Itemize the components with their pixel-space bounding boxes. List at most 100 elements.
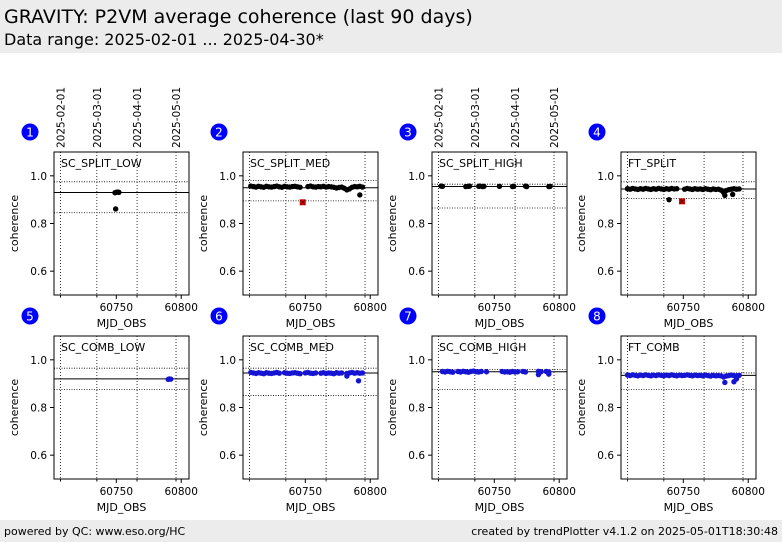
y-tick-label: 0.6 <box>30 450 47 462</box>
data-point <box>546 371 552 377</box>
data-point <box>357 192 363 198</box>
y-tick-label: 1.0 <box>219 355 236 367</box>
panel-label: FT_SPLIT <box>628 157 676 170</box>
panel-label: SC_COMB_LOW <box>61 341 145 354</box>
footer-powered-by: powered by QC: www.eso.org/HC <box>4 525 186 538</box>
y-tick-label: 0.8 <box>219 403 236 415</box>
chart-panel-7: 0.6 0.8 1.0 60750 60800 MJD_OBS coherence SC_CO… <box>386 307 576 514</box>
y-axis-label: coherence <box>575 195 588 253</box>
panel-number: 1 <box>26 126 34 140</box>
data-point <box>466 183 473 189</box>
panel-number-badge <box>21 307 39 325</box>
plot-frame <box>242 151 379 296</box>
date-tick-label: 2025-02-01 <box>433 87 445 148</box>
y-tick-label: 0.6 <box>408 450 425 462</box>
data-point <box>547 183 553 190</box>
panel-number: 8 <box>593 310 601 324</box>
data-point <box>524 183 530 190</box>
plot-frame <box>53 151 190 296</box>
x-tick-label: 60750 <box>100 302 133 314</box>
data-point <box>276 370 283 376</box>
data-point <box>535 371 542 378</box>
x-tick-label: 60750 <box>667 486 700 498</box>
y-tick-label: 1.0 <box>30 355 47 367</box>
panel-number: 4 <box>593 126 601 140</box>
y-tick-label: 1.0 <box>30 171 47 183</box>
data-point <box>344 373 350 379</box>
y-tick-label: 1.0 <box>219 171 236 183</box>
data-point <box>297 184 303 190</box>
panel-label: SC_SPLIT_HIGH <box>439 157 523 170</box>
x-tick-label: 60800 <box>732 486 765 498</box>
x-tick-label: 60750 <box>667 302 700 314</box>
x-tick-label: 60750 <box>478 486 511 498</box>
x-tick-label: 60800 <box>354 302 387 314</box>
x-axis-label: MJD_OBS <box>664 501 714 514</box>
y-tick-label: 0.6 <box>597 266 614 278</box>
panel-number: 3 <box>404 126 412 140</box>
y-tick-label: 0.6 <box>408 266 425 278</box>
date-tick-label: 2025-04-01 <box>510 87 522 148</box>
panel-number: 7 <box>404 310 412 324</box>
chart-panel-6: 0.6 0.8 1.0 60750 60800 MJD_OBS coherence SC_CO… <box>197 307 387 514</box>
date-tick-label: 2025-03-01 <box>470 87 482 148</box>
x-tick-label: 60800 <box>732 302 765 314</box>
date-tick-label: 2025-05-01 <box>171 87 183 148</box>
x-tick-label: 60750 <box>289 302 322 314</box>
x-tick-label: 60800 <box>165 486 198 498</box>
data-point <box>733 376 740 382</box>
data-point <box>496 183 503 190</box>
panel-label: SC_SPLIT_MED <box>250 157 330 170</box>
date-tick-label: 2025-02-01 <box>55 87 67 148</box>
plot-frame <box>431 151 568 296</box>
y-tick-label: 1.0 <box>408 171 425 183</box>
data-point <box>478 368 485 375</box>
x-tick-label: 60750 <box>289 486 322 498</box>
panel-number-badge <box>399 307 417 325</box>
data-point <box>722 192 728 199</box>
data-point <box>297 370 303 377</box>
data-point <box>116 189 122 195</box>
y-tick-label: 1.0 <box>408 355 425 367</box>
data-point <box>722 379 728 386</box>
panel-number-badge <box>399 123 417 141</box>
data-range-subtitle: Data range: 2025-02-01 ... 2025-04-30* <box>4 30 324 49</box>
data-point <box>450 369 456 375</box>
y-tick-label: 0.8 <box>597 403 614 415</box>
x-tick-label: 60750 <box>478 302 511 314</box>
data-point <box>168 376 174 382</box>
outlier-cross <box>300 199 306 205</box>
x-tick-label: 60750 <box>100 486 133 498</box>
data-point <box>355 378 362 384</box>
y-axis-label: coherence <box>197 195 210 253</box>
y-tick-label: 1.0 <box>597 171 614 183</box>
page-title: GRAVITY: P2VM average coherence (last 90… <box>4 6 473 28</box>
panel-number-badge <box>588 123 606 141</box>
y-tick-label: 0.8 <box>30 403 47 415</box>
x-axis-label: MJD_OBS <box>97 317 147 330</box>
panel-label: SC_COMB_MED <box>250 341 334 354</box>
y-tick-label: 0.8 <box>408 403 425 415</box>
x-tick-label: 60800 <box>543 486 576 498</box>
plot-frame <box>431 335 568 480</box>
y-tick-label: 0.8 <box>597 219 614 231</box>
data-point <box>729 191 736 198</box>
data-point <box>359 184 366 190</box>
panel-label: SC_SPLIT_LOW <box>61 157 142 170</box>
y-tick-label: 0.8 <box>30 219 47 231</box>
footer-created-by: created by trendPlotter v4.1.2 on 2025-0… <box>471 525 778 538</box>
x-axis-label: MJD_OBS <box>475 501 525 514</box>
panel-number: 6 <box>215 310 223 324</box>
x-axis-label: MJD_OBS <box>97 501 147 514</box>
data-point <box>511 183 517 190</box>
data-point <box>312 370 319 376</box>
y-axis-label: coherence <box>8 379 21 437</box>
data-point <box>359 370 366 376</box>
panel-number-badge <box>21 123 39 141</box>
y-tick-label: 0.6 <box>219 450 236 462</box>
data-point <box>514 369 521 375</box>
data-point <box>674 186 680 192</box>
panel-label: FT_COMB <box>628 341 680 354</box>
panel-number: 5 <box>26 310 34 324</box>
